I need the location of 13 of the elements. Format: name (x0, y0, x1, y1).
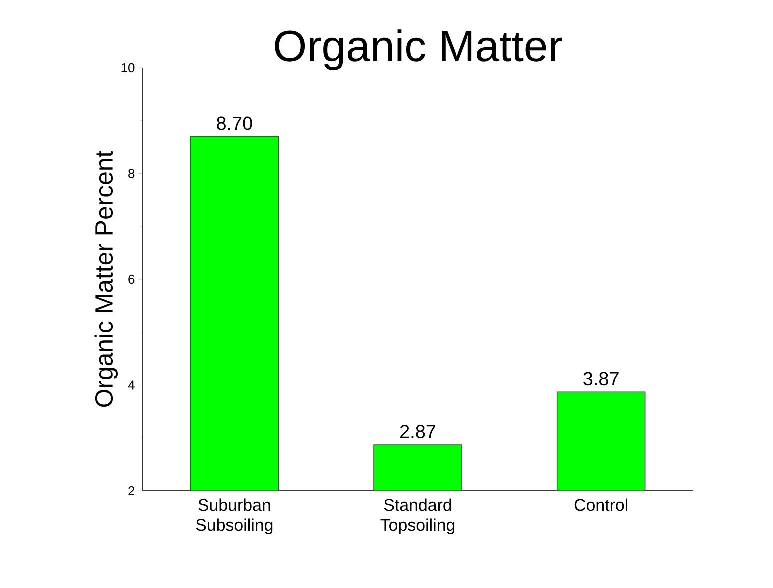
chart-title: Organic Matter (275, 30, 562, 70)
y-tick-label: 4 (128, 380, 135, 390)
data-label: 3.87 (584, 372, 619, 386)
x-tick-label: Standard Topsoiling (380, 498, 455, 534)
y-tick-label: 6 (128, 274, 135, 284)
y-tick-label: 2 (128, 486, 135, 496)
data-label: 8.70 (217, 116, 252, 130)
y-tick-label: 10 (122, 63, 135, 73)
y-tick-label: 8 (128, 169, 135, 178)
data-label: 2.87 (400, 425, 436, 438)
x-tick-label: Control (574, 498, 628, 512)
x-tick-label: Suburban Subsoiling (196, 498, 273, 534)
y-axis-title: Organic Matter Percent (94, 150, 118, 408)
